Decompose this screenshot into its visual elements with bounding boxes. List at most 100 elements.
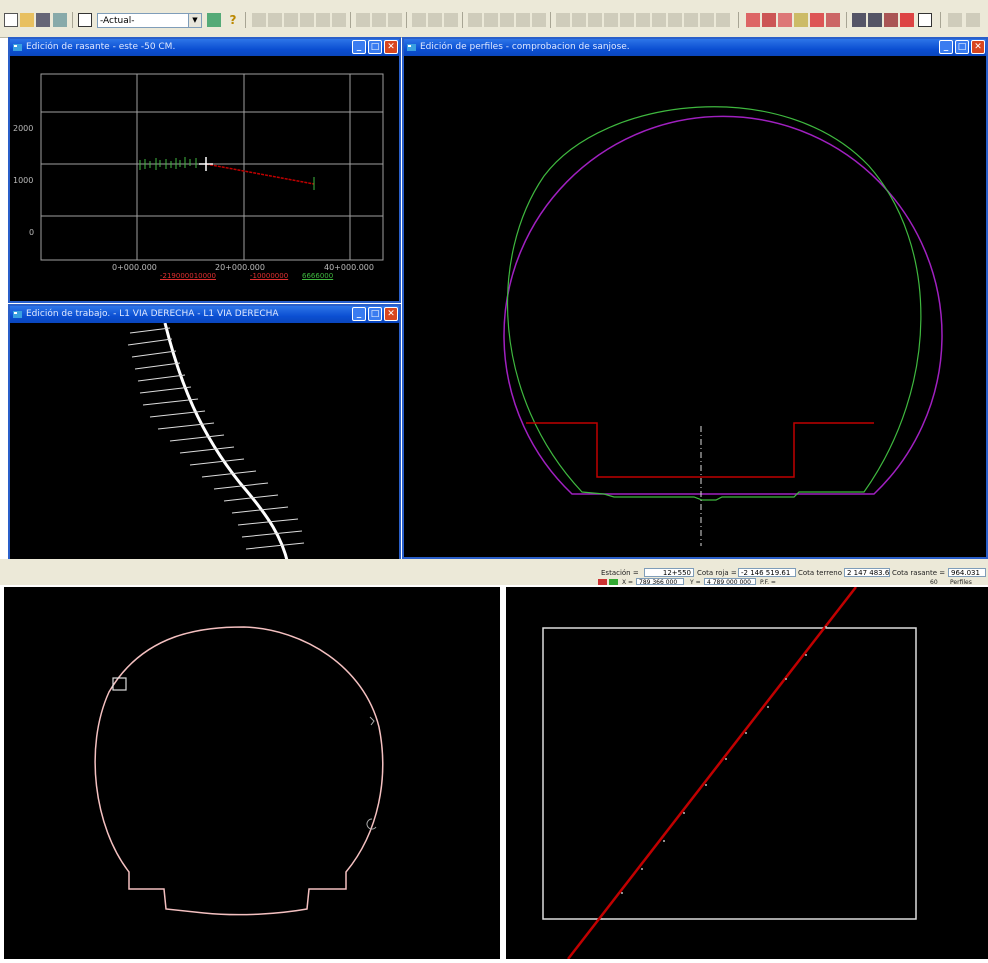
section-tool-icon[interactable] — [900, 13, 914, 27]
tunnel-profile — [503, 106, 943, 546]
tool-icon[interactable] — [716, 13, 730, 27]
perfiles-titlebar[interactable]: Edición de perfiles - comprobacion de sa… — [404, 39, 986, 56]
close-button[interactable]: ✕ — [384, 307, 398, 321]
tool-icon[interactable] — [966, 13, 980, 27]
x-field[interactable]: 789 366 000 — [636, 578, 684, 585]
maximize-button[interactable]: □ — [955, 40, 969, 54]
trabajo-canvas[interactable] — [10, 323, 399, 564]
trabajo-titlebar[interactable]: Edición de trabajo. - L1 VIA DERECHA - L… — [10, 306, 399, 323]
y-label: Y = — [690, 579, 701, 586]
profile-tool-icon[interactable] — [826, 13, 840, 27]
tool-icon[interactable] — [604, 13, 618, 27]
minimize-button[interactable]: _ — [352, 307, 366, 321]
perfiles-count: 60 — [930, 579, 938, 586]
rasante-canvas[interactable]: 2000 1000 0 0+000.000 20+000.000 40+000.… — [10, 56, 399, 301]
cota-rasante-field[interactable]: 964.031 — [948, 568, 986, 577]
maximize-button[interactable]: □ — [368, 40, 382, 54]
save-icon[interactable] — [36, 13, 50, 27]
cota-roja-field[interactable]: -2 146 519.61 — [738, 568, 796, 577]
tool-icon[interactable] — [252, 13, 266, 27]
rasante-plot — [40, 73, 384, 261]
next-icon[interactable] — [516, 13, 530, 27]
maximize-button[interactable]: □ — [368, 307, 382, 321]
tool-icon[interactable] — [444, 13, 458, 27]
rasante-title: Edición de rasante - este -50 CM. — [26, 42, 176, 52]
layer-properties-icon[interactable] — [207, 13, 221, 27]
profile-tool-icon[interactable] — [762, 13, 776, 27]
chevron-down-icon[interactable]: ▼ — [188, 14, 201, 27]
rasante-titlebar[interactable]: Edición de rasante - este -50 CM. _ □ ✕ — [10, 39, 399, 56]
line-tool-icon[interactable] — [918, 13, 932, 27]
tool-icon[interactable] — [636, 13, 650, 27]
alignment-plan — [127, 323, 305, 564]
section-tool-icon[interactable] — [868, 13, 882, 27]
tool-icon[interactable] — [556, 13, 570, 27]
legend-red: -219000010000 — [160, 272, 216, 280]
cota-terreno-field[interactable]: 2 147 483.64 — [844, 568, 890, 577]
tool-icon[interactable] — [588, 13, 602, 27]
app-icon — [13, 44, 22, 51]
tool-icon[interactable] — [700, 13, 714, 27]
status-icon — [598, 579, 607, 585]
tool-icon[interactable] — [300, 13, 314, 27]
x-tick: 20+000.000 — [215, 263, 265, 272]
close-button[interactable]: ✕ — [384, 40, 398, 54]
help-icon[interactable]: ? — [229, 13, 237, 27]
tool-icon[interactable] — [668, 13, 682, 27]
tool-icon[interactable] — [372, 13, 386, 27]
profile-tool-icon[interactable] — [746, 13, 760, 27]
tool-icon[interactable] — [428, 13, 442, 27]
perfiles-window: Edición de perfiles - comprobacion de sa… — [402, 37, 988, 559]
list-icon[interactable] — [78, 13, 92, 27]
perfiles-label: Perfiles — [950, 579, 972, 586]
tool-icon[interactable] — [620, 13, 634, 27]
tool-icon[interactable] — [388, 13, 402, 27]
tool-icon[interactable] — [652, 13, 666, 27]
tool-icon[interactable] — [268, 13, 282, 27]
tool-icon[interactable] — [948, 13, 962, 27]
trabajo-window: Edición de trabajo. - L1 VIA DERECHA - L… — [8, 304, 401, 566]
perfiles-canvas[interactable] — [404, 56, 986, 557]
cota-rasante-label: Cota rasante = — [892, 569, 946, 577]
profile-tool-icon[interactable] — [778, 13, 792, 27]
minimize-button[interactable]: _ — [939, 40, 953, 54]
section-tool-icon[interactable] — [852, 13, 866, 27]
pause-icon[interactable] — [484, 13, 498, 27]
y-field[interactable]: 4 789 000 000 — [704, 578, 756, 585]
pf-label: P.F. = — [760, 579, 776, 586]
prev-icon[interactable] — [532, 13, 546, 27]
stop-icon[interactable] — [500, 13, 514, 27]
tool-icon[interactable] — [572, 13, 586, 27]
rasante-window: Edición de rasante - este -50 CM. _ □ ✕ — [8, 37, 401, 303]
close-button[interactable]: ✕ — [971, 40, 985, 54]
minimize-button[interactable]: _ — [352, 40, 366, 54]
cota-roja-label: Cota roja = — [697, 569, 737, 577]
new-file-icon[interactable] — [4, 13, 18, 27]
profile-tool-icon[interactable] — [810, 13, 824, 27]
play-icon[interactable] — [468, 13, 482, 27]
section-detail-panel — [4, 587, 500, 959]
tool-icon[interactable] — [356, 13, 370, 27]
tool-icon[interactable] — [284, 13, 298, 27]
disk-icon[interactable] — [53, 13, 67, 27]
x-tick: 40+000.000 — [324, 263, 374, 272]
zoom-detail-panel — [506, 586, 988, 960]
zoom-view — [542, 586, 917, 960]
estacion-field[interactable]: 12+550 — [644, 568, 694, 577]
tool-icon[interactable] — [684, 13, 698, 27]
tool-icon[interactable] — [316, 13, 330, 27]
legend-green: 6666000 — [302, 272, 334, 280]
trabajo-title: Edición de trabajo. - L1 VIA DERECHA - L… — [26, 309, 279, 319]
tool-icon[interactable] — [412, 13, 426, 27]
layer-select[interactable]: -Actual- ▼ — [97, 13, 202, 28]
open-folder-icon[interactable] — [20, 13, 34, 27]
y-tick: 0 — [29, 228, 35, 237]
tool-icon[interactable] — [332, 13, 346, 27]
legend-red-2: -10000000 — [250, 272, 289, 280]
app-icon — [13, 311, 22, 318]
section-tool-icon[interactable] — [884, 13, 898, 27]
main-toolbar: -Actual- ▼ ? — [0, 0, 988, 38]
profile-tool-icon[interactable] — [794, 13, 808, 27]
cota-terreno-label: Cota terreno = — [798, 569, 851, 577]
status-bar: Estación = 12+550 Cota roja = -2 146 519… — [0, 559, 988, 586]
